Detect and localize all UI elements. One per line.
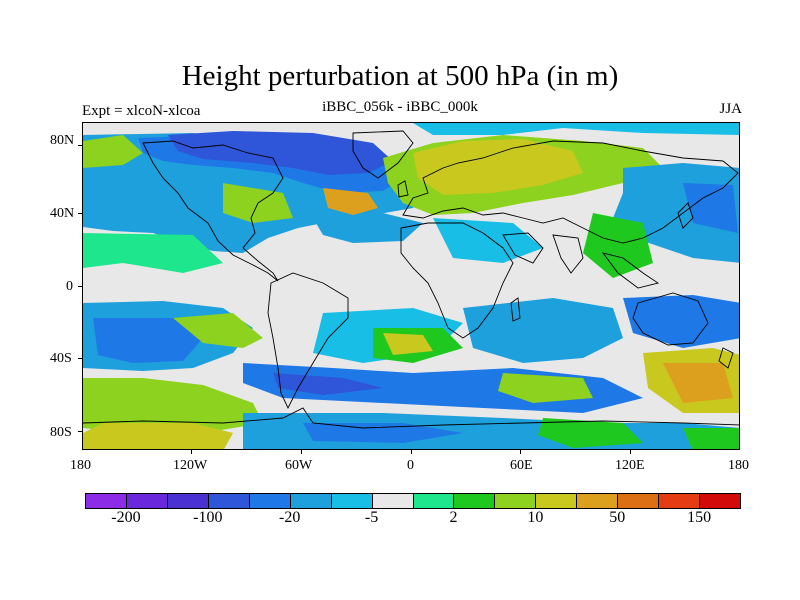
lon-tick-label-0: 0 [407, 458, 414, 473]
contour-region [433, 218, 543, 263]
colorbar-box [330, 493, 373, 509]
coastline-madagascar [510, 297, 521, 322]
lat-tick [78, 431, 82, 432]
colorbar-tick-label: 10 [527, 509, 544, 526]
lon-tick-label-180w: 180 [70, 458, 91, 473]
contour-region [683, 428, 739, 449]
contour-region [83, 135, 143, 168]
colorbar-tick-label: 2 [449, 509, 458, 526]
coastline-arabia [502, 232, 544, 264]
contour-region [498, 373, 593, 403]
contour-region [83, 378, 263, 433]
coastline-eurasia [402, 140, 739, 244]
coastline-australia [632, 292, 709, 346]
contour-region [583, 213, 653, 278]
experiment-label: Expt = xlcoN-xlcoa [82, 103, 201, 119]
contour-region [83, 233, 223, 273]
contour-region [303, 423, 463, 443]
contour-region [413, 139, 583, 195]
coastline-antarctica [83, 407, 739, 429]
lat-tick-label-0: 0 [66, 279, 73, 294]
lon-tick-label-60w: 60W [285, 458, 313, 473]
coastline-africa [400, 222, 514, 339]
contour-region [313, 213, 423, 243]
height-perturbation-map [83, 123, 739, 449]
colorbar-tick-label: 50 [609, 509, 626, 526]
colorbar-tick-label: -200 [111, 509, 141, 526]
lon-tick [630, 450, 631, 454]
contour-region [173, 313, 263, 348]
contour-region [623, 295, 739, 348]
colorbar-box [535, 493, 578, 509]
contour-region [663, 363, 733, 403]
colorbar-box [289, 493, 332, 509]
colorbar-box [125, 493, 168, 509]
colorbar-box [494, 493, 537, 509]
colorbar [85, 493, 741, 509]
lon-tick [411, 450, 412, 454]
colorbar-box [699, 493, 741, 509]
map-frame [82, 122, 740, 450]
plot-title: Height perturbation at 500 hPa (in m) [181, 60, 619, 92]
contour-region [83, 423, 233, 449]
coastline-british-isles [397, 180, 409, 198]
contour-fills [83, 123, 739, 449]
colorbar-tick-label: -100 [193, 509, 223, 526]
colorbar-box [85, 493, 127, 509]
colorbar-box [371, 493, 414, 509]
contour-region [683, 183, 738, 233]
season-label: JJA [719, 101, 742, 117]
contour-region [538, 418, 643, 448]
contour-region [83, 123, 739, 135]
lat-tick [78, 286, 82, 287]
lon-tick [301, 450, 302, 454]
colorbar-tick-label: -5 [364, 509, 379, 526]
lat-tick-label-80n: 80N [50, 133, 75, 148]
colorbar-box [576, 493, 619, 509]
coastline-se-asia [601, 252, 660, 289]
coastline-india [552, 234, 584, 274]
colorbar-box [412, 493, 455, 509]
contour-region [323, 188, 378, 215]
lon-tick-label-120w: 120W [173, 458, 208, 473]
coastline-north-america [142, 140, 284, 282]
subtitle-label: iBBC_056k - iBBC_000k [322, 99, 478, 115]
lat-tick-label-40s: 40S [50, 351, 72, 366]
lat-tick [78, 145, 82, 146]
lon-tick-label-120e: 120E [615, 458, 645, 473]
lat-tick-label-80s: 80S [50, 425, 72, 440]
colorbar-box [166, 493, 209, 509]
lon-tick [520, 450, 521, 454]
contour-region [383, 333, 433, 355]
lon-tick-label-60e: 60E [510, 458, 533, 473]
lon-tick [191, 450, 192, 454]
colorbar-box [658, 493, 701, 509]
coastline-new-zealand [718, 347, 734, 369]
colorbar-tick-label: 150 [687, 509, 712, 526]
coastline-south-america [267, 272, 349, 410]
lon-tick-label-180e: 180 [728, 458, 749, 473]
contour-region [463, 298, 623, 363]
lat-tick-label-40n: 40N [50, 206, 75, 221]
coastlines [83, 130, 739, 429]
lat-tick [78, 213, 82, 214]
contour-region [273, 373, 383, 395]
colorbar-box [617, 493, 660, 509]
colorbar-box [207, 493, 250, 509]
contour-region [93, 318, 203, 363]
colorbar-box [453, 493, 496, 509]
contour-region [168, 131, 393, 175]
coastline-japan [677, 202, 694, 229]
colorbar-box [248, 493, 291, 509]
coastline-greenland [352, 130, 414, 179]
lat-tick [78, 358, 82, 359]
colorbar-tick-label: -20 [279, 509, 301, 526]
